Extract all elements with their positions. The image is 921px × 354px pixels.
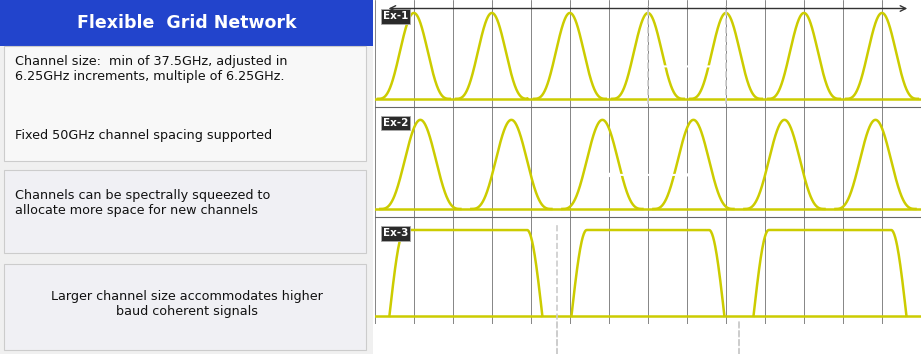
Text: Ex-2: Ex-2	[383, 118, 408, 128]
Text: Channel size:  min of 37.5GHz, adjusted in
6.25GHz increments, multiple of 6.25G: Channel size: min of 37.5GHz, adjusted i…	[15, 55, 287, 83]
Text: Flexible  Grid Network: Flexible Grid Network	[76, 14, 297, 32]
Text: Larger channel size accommodates higher
baud coherent signals: Larger channel size accommodates higher …	[51, 290, 322, 318]
Bar	[0, 0, 373, 46]
Text: Ex-1: Ex-1	[383, 11, 408, 22]
Bar	[4, 264, 366, 350]
Text: Fixed 50GHz channel spacing supported: Fixed 50GHz channel spacing supported	[15, 129, 272, 142]
Text: Channels can be spectrally squeezed to
allocate more space for new channels: Channels can be spectrally squeezed to a…	[15, 189, 270, 217]
Text: Ex-3: Ex-3	[383, 228, 408, 239]
Text: Channel spacing: Channel spacing	[596, 342, 700, 354]
Bar	[4, 46, 366, 161]
Bar	[4, 170, 366, 253]
